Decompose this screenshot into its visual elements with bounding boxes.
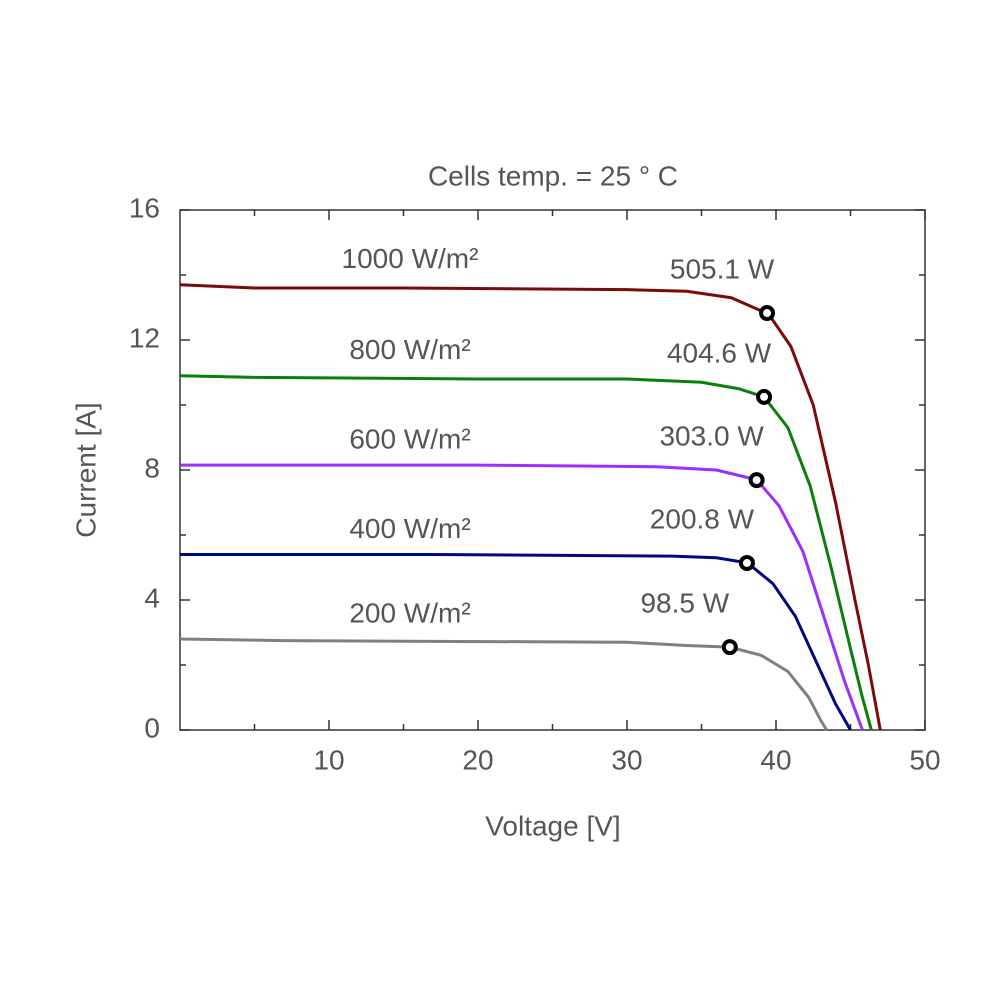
series-line <box>179 374 873 731</box>
x-tick-label: 50 <box>909 744 940 775</box>
y-axis-label: Current [A] <box>70 402 101 537</box>
series-label: 200 W/m² <box>349 597 470 628</box>
series-line <box>180 553 852 731</box>
series-label: 600 W/m² <box>349 424 470 455</box>
mpp-label: 505.1 W <box>670 253 775 284</box>
x-tick-label: 40 <box>760 744 791 775</box>
x-tick-label: 10 <box>313 744 344 775</box>
mpp-marker <box>759 305 776 322</box>
mpp-marker <box>721 639 738 656</box>
chart-title: Cells temp. = 25 ° C <box>428 160 678 191</box>
y-tick-label: 4 <box>144 582 160 613</box>
series-line <box>180 463 864 731</box>
mpp-label: 404.6 W <box>667 337 772 368</box>
y-tick-label: 12 <box>129 322 160 353</box>
mpp-label: 98.5 W <box>640 588 729 619</box>
mpp-marker <box>756 388 773 405</box>
series-line <box>179 637 828 731</box>
mpp-marker <box>738 554 755 571</box>
x-axis-label: Voltage [V] <box>485 810 620 841</box>
series-label: 800 W/m² <box>349 334 470 365</box>
y-tick-label: 8 <box>144 452 160 483</box>
mpp-label: 303.0 W <box>659 420 764 451</box>
x-tick-label: 30 <box>611 744 642 775</box>
y-tick-label: 16 <box>129 192 160 223</box>
mpp-label: 200.8 W <box>650 503 755 534</box>
y-tick-label: 0 <box>144 712 160 743</box>
x-tick-label: 20 <box>462 744 493 775</box>
series-label: 1000 W/m² <box>342 243 479 274</box>
mpp-marker <box>748 472 765 489</box>
series-label: 400 W/m² <box>349 513 470 544</box>
